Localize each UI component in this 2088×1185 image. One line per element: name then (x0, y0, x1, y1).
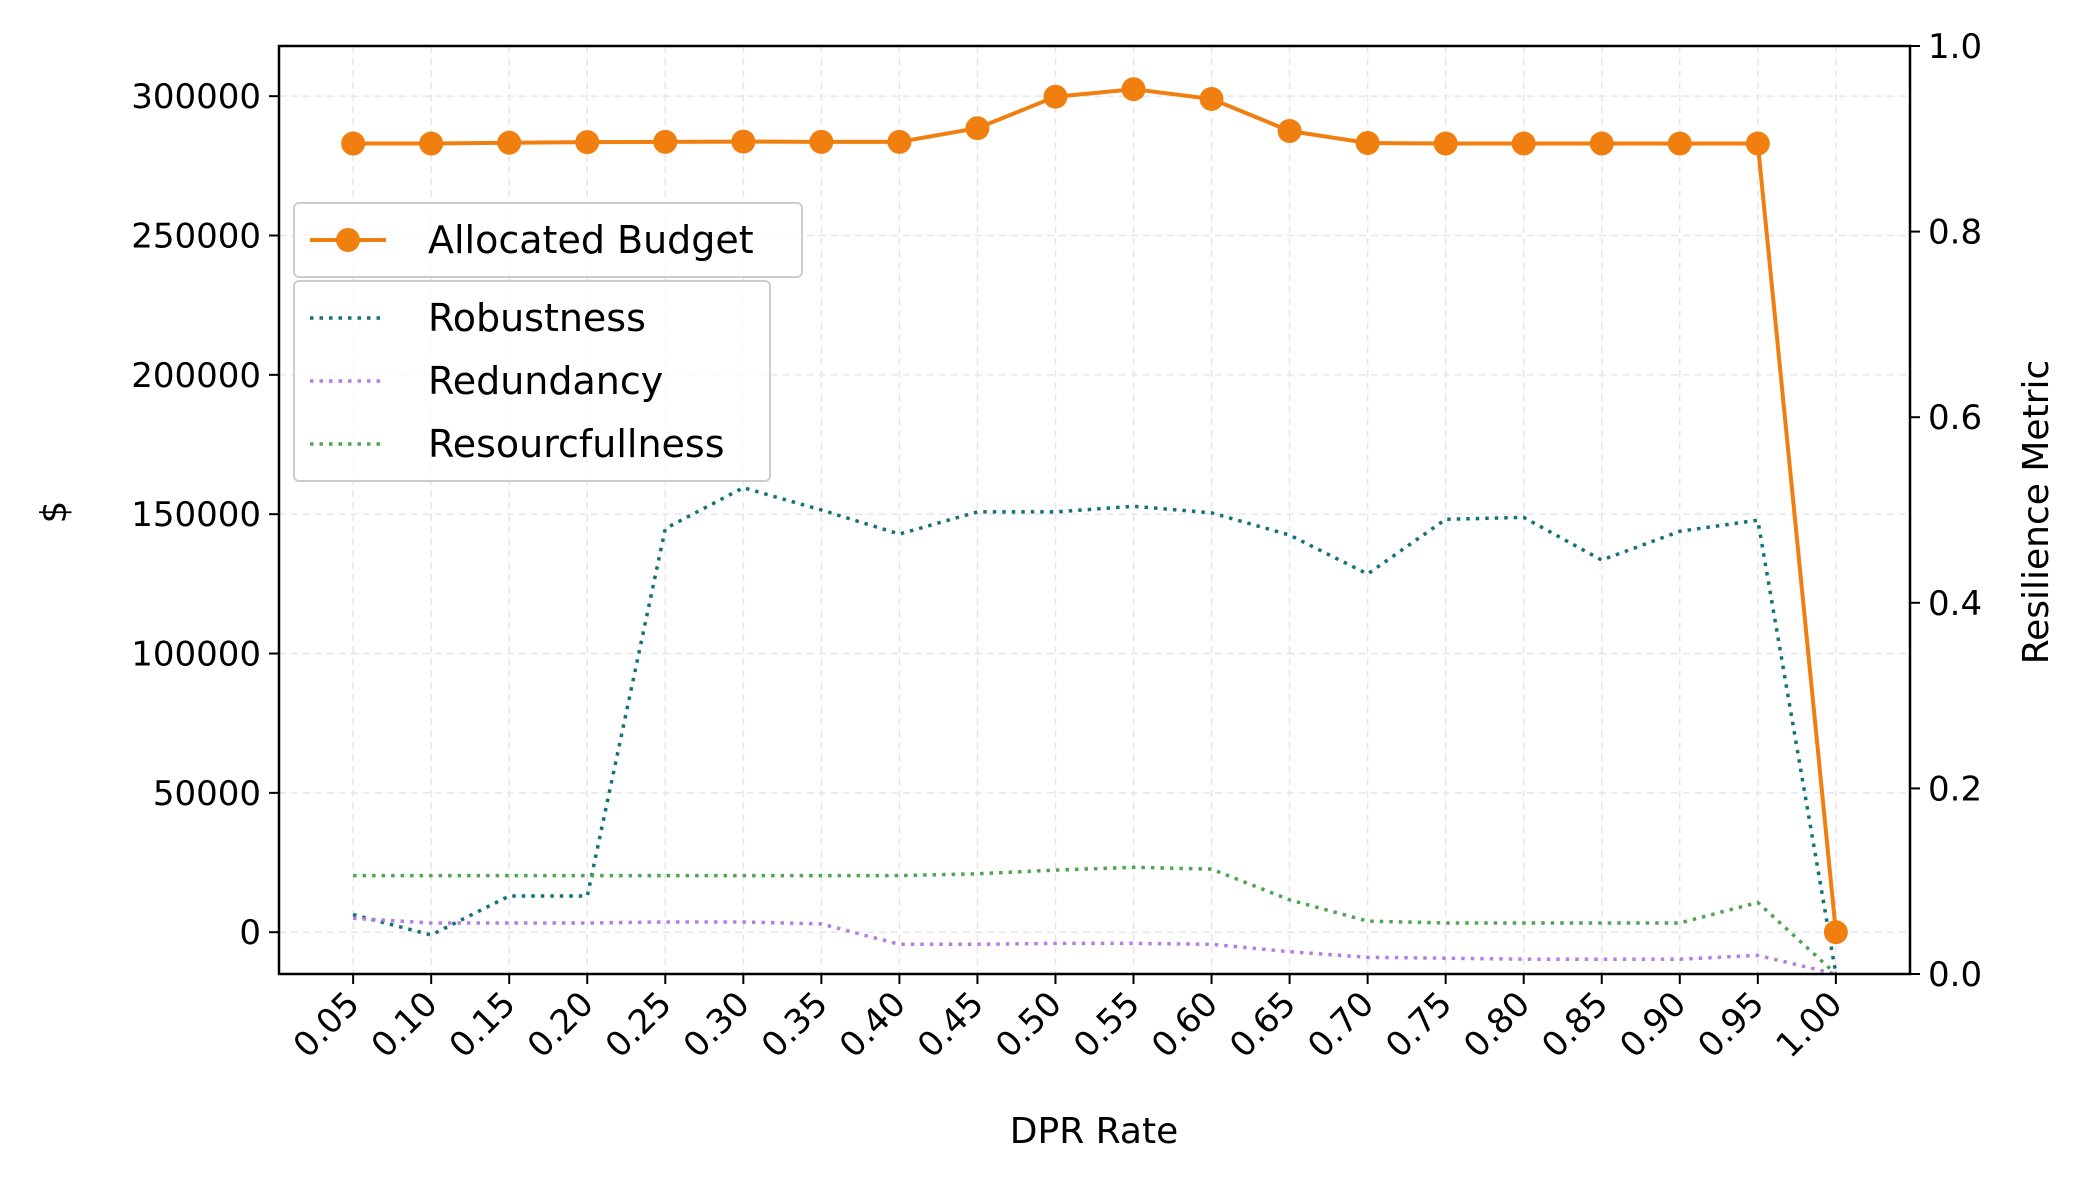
series-point-allocated-budget (965, 116, 990, 141)
series-line-resourcfullness (353, 865, 1838, 976)
series-point-allocated-budget (1745, 131, 1770, 156)
y-right-tick-label: 0.6 (1928, 398, 1982, 438)
legend-box-2: Robustness Redundancy Resourcfullness (293, 280, 771, 482)
x-tick-label: 0.35 (754, 984, 836, 1066)
x-tick-label: 0.80 (1456, 984, 1538, 1066)
series-line-allocated-budget (353, 87, 1838, 933)
x-tick-label: 0.65 (1222, 984, 1304, 1066)
x-tick-label: 1.00 (1768, 984, 1850, 1066)
y-right-tick-label: 0.2 (1928, 769, 1982, 809)
series-point-allocated-budget (887, 129, 912, 154)
legend-marker-allocated-budget (336, 228, 360, 252)
x-tick-label: 0.15 (442, 984, 524, 1066)
y-axis-right-label: Resilience Metric (2016, 360, 2057, 665)
x-tick-label: 0.45 (910, 984, 992, 1066)
y-axis-left-label: $ (34, 501, 75, 524)
series-point-allocated-budget (1667, 131, 1692, 156)
x-tick-label: 0.50 (988, 984, 1070, 1066)
x-tick-label: 0.10 (364, 984, 446, 1066)
legend-box-1: Allocated Budget (293, 202, 803, 278)
plot-frame (277, 44, 1912, 976)
grid (279, 46, 1910, 974)
series-point-allocated-budget (419, 131, 444, 156)
legend-label-allocated-budget: Allocated Budget (428, 218, 754, 262)
series-point-allocated-budget (1511, 131, 1536, 156)
legend-frame (293, 202, 803, 278)
y-right-tick-label: 0.8 (1928, 213, 1982, 253)
x-tick-label: 0.05 (286, 984, 368, 1066)
series-point-allocated-budget (731, 129, 756, 154)
y-left-tick-label: 50000 (153, 774, 261, 814)
y-left-tick-label: 0 (239, 913, 261, 953)
x-tick-label: 0.25 (598, 984, 680, 1066)
x-tick-label: 0.30 (676, 984, 758, 1066)
x-tick-label: 0.70 (1300, 984, 1382, 1066)
y-left-tick-label: 250000 (131, 217, 261, 257)
ticks: 0.050.100.150.200.250.300.350.400.450.50… (131, 27, 1982, 1066)
x-tick-label: 0.60 (1144, 984, 1226, 1066)
series-point-allocated-budget (1121, 77, 1146, 102)
legend-label-resourcfullness: Resourcfullness (428, 422, 725, 466)
series-point-allocated-budget (653, 129, 678, 154)
x-tick-label: 0.40 (832, 984, 914, 1066)
y-left-tick-label: 200000 (131, 356, 261, 396)
series-point-allocated-budget (1433, 131, 1458, 156)
x-tick-label: 0.90 (1612, 984, 1694, 1066)
y-right-tick-label: 0.4 (1928, 584, 1982, 624)
series-point-allocated-budget (1199, 86, 1224, 111)
x-tick-label: 0.85 (1534, 984, 1616, 1066)
legend-label-redundancy: Redundancy (428, 359, 663, 403)
series-point-allocated-budget (497, 130, 522, 155)
series-point-allocated-budget (341, 131, 366, 156)
series-point-allocated-budget (1277, 118, 1302, 143)
x-tick-label: 0.55 (1066, 984, 1148, 1066)
y-right-tick-label: 1.0 (1928, 27, 1982, 67)
series-point-allocated-budget (1589, 131, 1614, 156)
y-left-tick-label: 100000 (131, 635, 261, 675)
series-point-allocated-budget (1355, 130, 1380, 155)
y-right-tick-label: 0.0 (1928, 955, 1982, 995)
series-line-robustness (352, 485, 1838, 975)
series-point-allocated-budget (575, 130, 600, 155)
x-tick-label: 0.95 (1690, 984, 1772, 1066)
x-tick-label: 0.20 (520, 984, 602, 1066)
series-point-allocated-budget (1043, 84, 1068, 109)
legend-label-robustness: Robustness (428, 296, 646, 340)
series-point-allocated-budget (1823, 920, 1848, 945)
legend-frame (293, 280, 771, 482)
x-axis-label: DPR Rate (1010, 1111, 1178, 1152)
series-line-redundancy (352, 916, 1837, 976)
series-point-allocated-budget (809, 129, 834, 154)
x-tick-label: 0.75 (1378, 984, 1460, 1066)
legend: Allocated Budget Robustness Redundancy Reso… (293, 202, 803, 482)
y-left-tick-label: 150000 (131, 495, 261, 535)
series-layer (341, 77, 1848, 976)
y-left-tick-label: 300000 (131, 77, 261, 117)
